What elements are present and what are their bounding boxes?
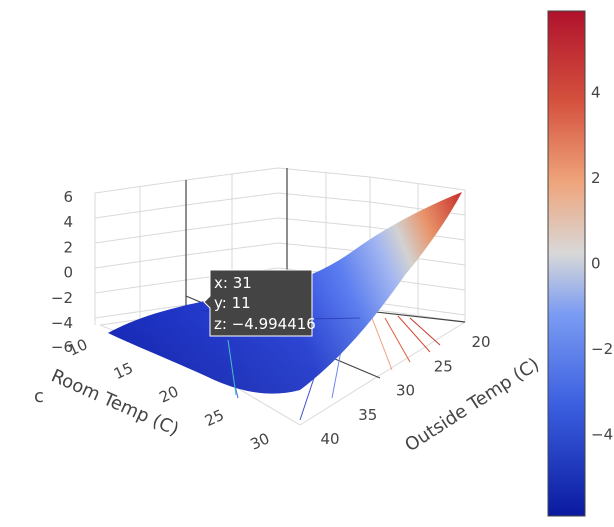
z-tick-label: 4 xyxy=(63,213,73,231)
colorbar-tick-label: 0 xyxy=(591,255,601,273)
z-tick-label: −4 xyxy=(51,314,73,332)
colorbar-gradient xyxy=(547,10,586,517)
colorbar-tick-label: −4 xyxy=(591,426,613,444)
x-tick-label: 20 xyxy=(471,333,490,351)
colorbar-tick-label: −2 xyxy=(591,340,613,358)
y-tick-label: 15 xyxy=(111,359,136,383)
z-axis-title-clipped: c xyxy=(34,386,44,407)
tooltip-z: z: −4.994416 xyxy=(214,315,316,333)
colorbar-tick-label: 2 xyxy=(591,169,601,187)
colorbar[interactable]: −4 −2 0 2 4 xyxy=(547,10,613,517)
z-tick-label: 0 xyxy=(63,264,73,282)
z-tick-label: 6 xyxy=(63,188,73,206)
x-tick-label: 40 xyxy=(320,430,339,448)
y-tick-label: 20 xyxy=(156,382,181,406)
x-axis-title: Outside Temp (C) xyxy=(401,354,543,456)
z-tick-label-partial: −6 xyxy=(51,338,73,356)
y-tick-label: 25 xyxy=(202,406,227,430)
x-tick-label: 25 xyxy=(434,357,453,375)
y-tick-label: 30 xyxy=(247,429,272,453)
z-axis-ticks: −4 −2 0 2 4 6 −6 xyxy=(51,188,73,356)
x-axis-ticks: 20 25 30 35 40 xyxy=(320,333,490,448)
colorbar-ticks: −4 −2 0 2 4 xyxy=(591,83,613,443)
tooltip-x: x: 31 xyxy=(214,274,252,292)
surface-cursor-line xyxy=(227,339,237,396)
hover-tooltip: x: 31 y: 11 z: −4.994416 xyxy=(203,269,316,337)
colorbar-tick-label: 4 xyxy=(591,83,601,101)
z-tick-label: 2 xyxy=(63,238,73,256)
x-tick-label: 35 xyxy=(358,406,377,424)
x-tick-label: 30 xyxy=(396,382,415,400)
z-tick-label: −2 xyxy=(51,289,73,307)
tooltip-y: y: 11 xyxy=(214,294,251,312)
